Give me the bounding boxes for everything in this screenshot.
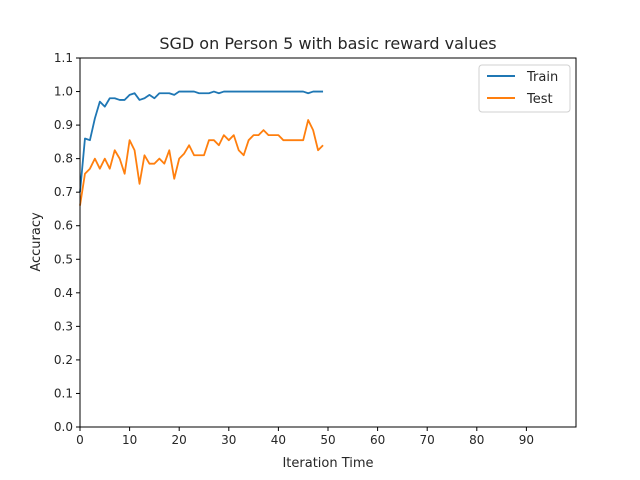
y-tick-label: 0.8	[54, 152, 73, 166]
x-tick-label: 50	[320, 433, 335, 447]
x-axis-label: Iteration Time	[282, 456, 373, 471]
legend-label-test: Test	[526, 92, 553, 107]
x-axis-ticks: 0 10 20 30 40 50 60 70 80 90	[76, 427, 534, 447]
x-tick-label: 30	[221, 433, 236, 447]
x-tick-label: 90	[519, 433, 534, 447]
x-tick-label: 60	[370, 433, 385, 447]
series-layer	[79, 90, 324, 206]
x-tick-label: 40	[271, 433, 286, 447]
y-axis-label: Accuracy	[29, 212, 44, 272]
y-tick-label: 0.2	[54, 353, 73, 367]
series-line-train	[79, 90, 324, 193]
chart-title: SGD on Person 5 with basic reward values	[159, 34, 496, 53]
y-tick-label: 0.1	[54, 386, 73, 400]
x-tick-label: 80	[469, 433, 484, 447]
y-tick-label: 0.7	[54, 185, 73, 199]
series-line-test	[79, 119, 324, 206]
x-tick-label: 0	[76, 433, 84, 447]
y-tick-label: 1.0	[54, 85, 73, 99]
y-tick-label: 0.0	[54, 420, 73, 434]
x-tick-label: 70	[420, 433, 435, 447]
y-tick-label: 0.6	[54, 219, 73, 233]
x-tick-label: 20	[172, 433, 187, 447]
legend: Train Test	[478, 64, 571, 113]
y-tick-label: 0.9	[54, 118, 73, 132]
y-tick-label: 0.3	[54, 319, 73, 333]
y-axis-ticks: 0.0 0.1 0.2 0.3 0.4 0.5 0.6 0.7 0.8 0.9 1.0 1.1	[54, 51, 80, 434]
y-tick-label: 0.5	[54, 252, 73, 266]
y-tick-label: 0.4	[54, 286, 73, 300]
x-tick-label: 10	[122, 433, 137, 447]
legend-label-train: Train	[526, 70, 558, 85]
y-tick-label: 1.1	[54, 51, 73, 65]
